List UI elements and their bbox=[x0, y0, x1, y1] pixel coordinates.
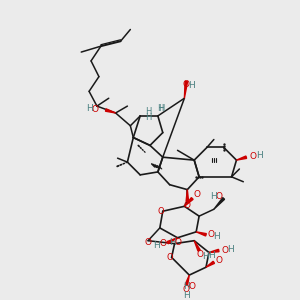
Text: H: H bbox=[183, 291, 190, 300]
Text: H: H bbox=[188, 81, 195, 90]
Text: H: H bbox=[157, 103, 163, 112]
Text: H: H bbox=[159, 103, 165, 112]
Text: H: H bbox=[202, 252, 209, 261]
Text: O: O bbox=[183, 80, 190, 89]
Text: H: H bbox=[210, 192, 217, 201]
Text: O: O bbox=[92, 105, 99, 114]
Text: H: H bbox=[154, 241, 160, 250]
Text: O: O bbox=[158, 207, 164, 216]
Text: O: O bbox=[216, 192, 223, 201]
Text: O: O bbox=[194, 190, 201, 199]
Polygon shape bbox=[167, 238, 178, 244]
Polygon shape bbox=[209, 249, 219, 253]
Text: H: H bbox=[183, 282, 190, 291]
Text: O: O bbox=[196, 250, 204, 259]
Text: H: H bbox=[145, 113, 151, 122]
Polygon shape bbox=[194, 241, 200, 251]
Text: O: O bbox=[250, 152, 257, 161]
Text: H: H bbox=[169, 238, 176, 247]
Text: O: O bbox=[221, 246, 228, 255]
Text: O: O bbox=[207, 230, 214, 239]
Polygon shape bbox=[196, 232, 206, 236]
Polygon shape bbox=[206, 261, 214, 267]
Polygon shape bbox=[186, 190, 189, 201]
Text: O: O bbox=[215, 256, 222, 265]
Text: H: H bbox=[145, 106, 151, 116]
Text: O: O bbox=[159, 239, 166, 248]
Polygon shape bbox=[185, 275, 189, 285]
Polygon shape bbox=[184, 81, 188, 98]
Text: O: O bbox=[175, 238, 182, 247]
Text: O: O bbox=[189, 282, 196, 291]
Text: H: H bbox=[213, 232, 220, 241]
Text: O: O bbox=[183, 285, 190, 294]
Text: H: H bbox=[227, 245, 234, 254]
Text: O: O bbox=[166, 253, 173, 262]
Text: O: O bbox=[184, 201, 191, 210]
Text: O: O bbox=[145, 238, 152, 247]
Polygon shape bbox=[105, 109, 116, 113]
Polygon shape bbox=[236, 156, 247, 160]
Text: H: H bbox=[86, 103, 93, 112]
Polygon shape bbox=[214, 198, 225, 209]
Polygon shape bbox=[184, 198, 193, 206]
Text: H: H bbox=[208, 251, 215, 260]
Text: H: H bbox=[256, 151, 262, 160]
